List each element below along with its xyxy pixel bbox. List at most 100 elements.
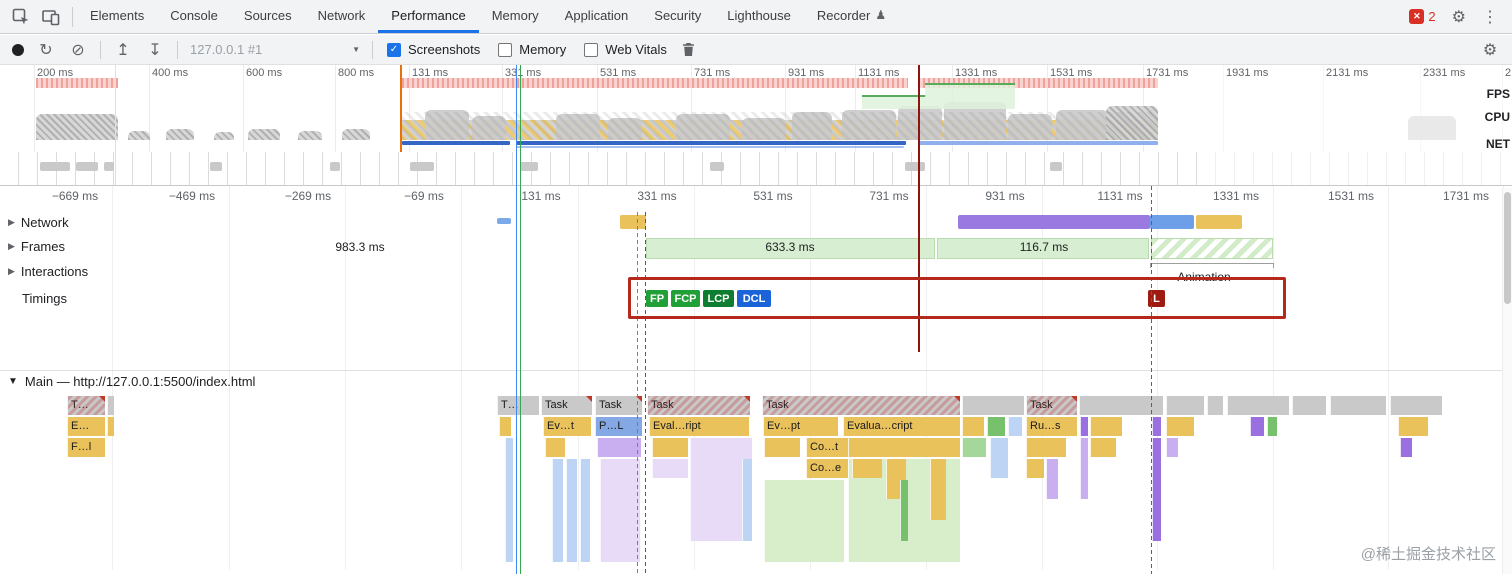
flame-bar-bg[interactable] xyxy=(1292,396,1326,415)
flame-bar-bg[interactable] xyxy=(1250,417,1264,436)
flame-bar[interactable]: F…l xyxy=(67,438,105,457)
flame-bar-bg[interactable] xyxy=(1330,396,1386,415)
flame-bar-bg[interactable] xyxy=(962,417,984,436)
flame-bar-bg[interactable] xyxy=(1026,459,1044,478)
tab-elements[interactable]: Elements xyxy=(77,0,157,33)
flame-bar-bg[interactable] xyxy=(742,459,752,541)
network-request-bar[interactable] xyxy=(620,215,646,229)
flame-bar[interactable]: Ev…t xyxy=(543,417,591,436)
network-request-bar[interactable] xyxy=(1196,215,1242,229)
flame-bar-bg[interactable] xyxy=(505,438,513,562)
flame-bar-bg[interactable] xyxy=(107,396,114,415)
flame-bar[interactable]: Task xyxy=(1026,396,1077,415)
flame-bar-bg[interactable] xyxy=(580,459,590,562)
checkbox-box[interactable] xyxy=(584,42,599,57)
flame-bar-bg[interactable] xyxy=(987,417,1005,436)
flame-bar-bg[interactable] xyxy=(499,417,511,436)
network-request-bar[interactable] xyxy=(1150,215,1194,229)
timing-marker-dcl[interactable]: DCL xyxy=(737,290,771,307)
tab-recorder[interactable]: Recorder ♟ xyxy=(804,0,899,33)
record-button[interactable] xyxy=(12,43,24,56)
flame-bar[interactable]: Evalua…cript xyxy=(843,417,960,436)
track-label-interactions[interactable]: ▶ Interactions xyxy=(8,264,88,279)
network-request-bar[interactable] xyxy=(958,215,1150,229)
checkbox-box[interactable] xyxy=(498,42,513,57)
save-profile-button[interactable]: ↧ xyxy=(148,41,162,59)
tab-memory[interactable]: Memory xyxy=(479,0,552,33)
flame-bar-bg[interactable] xyxy=(900,480,908,541)
tab-security[interactable]: Security xyxy=(641,0,714,33)
main-track-header[interactable]: ▼ Main — http://127.0.0.1:5500/index.htm… xyxy=(8,374,255,389)
device-toolbar-icon[interactable] xyxy=(42,8,60,26)
flame-bar-bg[interactable] xyxy=(1026,438,1066,457)
reload-and-record-button[interactable]: ↻ xyxy=(39,41,53,59)
inspect-icon[interactable] xyxy=(12,8,30,26)
flame-bar-bg[interactable] xyxy=(962,438,986,457)
flame-bar-bg[interactable] xyxy=(852,459,882,478)
flame-bar-bg[interactable] xyxy=(1400,438,1412,457)
flame-bar-bg[interactable] xyxy=(1008,417,1022,436)
timing-marker-l[interactable]: L xyxy=(1148,290,1165,307)
flame-bar[interactable]: Ev…pt xyxy=(763,417,838,436)
flame-bar-bg[interactable] xyxy=(107,417,114,436)
clear-recordings-button[interactable]: ⊘ xyxy=(71,41,85,59)
flame-bar[interactable]: P…L xyxy=(595,417,642,436)
timing-marker-lcp[interactable]: LCP xyxy=(703,290,734,307)
tab-lighthouse[interactable]: Lighthouse xyxy=(714,0,804,33)
tab-performance[interactable]: Performance xyxy=(378,0,479,33)
track-label-frames[interactable]: ▶ Frames xyxy=(8,239,65,254)
tab-console[interactable]: Console xyxy=(157,0,231,33)
flame-bar[interactable]: E… xyxy=(67,417,105,436)
flame-bar-bg[interactable] xyxy=(1046,459,1058,499)
flame-bar-bg[interactable] xyxy=(1166,417,1194,436)
network-request-bar[interactable] xyxy=(497,218,511,224)
checkbox-memory[interactable]: Memory xyxy=(498,42,566,57)
flame-bar-bg[interactable] xyxy=(1080,438,1088,499)
checkbox-web-vitals[interactable]: Web Vitals xyxy=(584,42,667,57)
flame-bar-bg[interactable] xyxy=(1152,438,1161,541)
kebab-menu-icon[interactable]: ⋮ xyxy=(1482,8,1498,26)
flame-bar-bg[interactable] xyxy=(1079,396,1163,415)
flame-bar-bg[interactable] xyxy=(652,438,688,457)
track-label-network[interactable]: ▶ Network xyxy=(8,215,69,230)
flame-bar[interactable]: Task xyxy=(762,396,960,415)
flame-chart[interactable]: T… E… F…l T… Task Task Task Task Task Ev…t P…L Eval… xyxy=(0,65,1512,574)
flame-bar-bg[interactable] xyxy=(552,459,563,562)
error-badge[interactable]: ✕ 2 xyxy=(1409,9,1436,24)
flame-bar-bg[interactable] xyxy=(600,459,640,562)
flame-bar-bg[interactable] xyxy=(930,459,946,520)
flame-bar[interactable]: Co…t xyxy=(806,438,850,457)
frame-bar[interactable] xyxy=(937,238,1149,259)
flame-bar-bg[interactable] xyxy=(1090,438,1116,457)
flame-bar-bg[interactable] xyxy=(1227,396,1289,415)
checkbox-screenshots[interactable]: ✓ Screenshots xyxy=(387,42,480,57)
flame-bar[interactable]: T… xyxy=(67,396,105,415)
flame-bar-bg[interactable] xyxy=(848,438,960,457)
settings-gear-icon[interactable]: ⚙ xyxy=(1451,8,1466,26)
flame-bar-bg[interactable] xyxy=(545,438,565,457)
flame-bar-bg[interactable] xyxy=(1267,417,1277,436)
flame-bar-bg[interactable] xyxy=(1152,417,1161,436)
checkbox-box[interactable]: ✓ xyxy=(387,42,401,57)
flame-bar-bg[interactable] xyxy=(990,438,1008,478)
flame-bar-bg[interactable] xyxy=(764,480,844,562)
flame-bar-bg[interactable] xyxy=(1080,417,1088,436)
flame-bar-bg[interactable] xyxy=(652,459,688,478)
recording-selector[interactable]: 127.0.0.1 #1 ▼ xyxy=(190,42,360,57)
scrollbar-thumb[interactable] xyxy=(1504,192,1511,304)
track-label-timings[interactable]: Timings xyxy=(22,291,67,306)
timing-marker-fp[interactable]: FP xyxy=(646,290,668,307)
flame-bar-bg[interactable] xyxy=(764,438,800,457)
frame-bar[interactable] xyxy=(646,238,935,259)
flame-bar-bg[interactable] xyxy=(597,438,641,457)
tab-sources[interactable]: Sources xyxy=(231,0,305,33)
flame-bar-bg[interactable] xyxy=(1166,396,1204,415)
flame-bar-bg[interactable] xyxy=(1166,438,1178,457)
flame-bar-bg[interactable] xyxy=(1090,417,1122,436)
flame-bar[interactable]: Task xyxy=(647,396,750,415)
vertical-scrollbar[interactable] xyxy=(1502,188,1512,574)
flame-bar[interactable]: Co…e xyxy=(806,459,850,478)
flame-bar-bg[interactable] xyxy=(962,396,1024,415)
flame-bar[interactable]: T… xyxy=(497,396,539,415)
flame-bar-bg[interactable] xyxy=(1390,396,1442,415)
